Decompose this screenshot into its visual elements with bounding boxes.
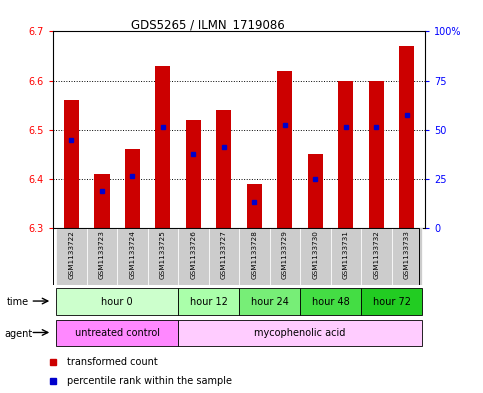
Bar [247,184,262,228]
Bar [148,228,178,285]
Text: GSM1133730: GSM1133730 [313,230,318,279]
Bar [330,228,361,285]
Bar [125,149,140,228]
Bar [56,320,178,346]
Bar [94,174,110,228]
Bar [308,154,323,228]
Bar [239,228,270,285]
Bar [178,228,209,285]
Text: time: time [7,297,29,307]
Bar [338,81,354,228]
Text: GSM1133723: GSM1133723 [99,230,105,279]
Text: GSM1133725: GSM1133725 [160,230,166,279]
Bar [209,228,239,285]
Bar [361,228,392,285]
Bar [300,288,361,315]
Text: hour 24: hour 24 [251,297,288,307]
Text: GSM1133729: GSM1133729 [282,230,288,279]
Text: percentile rank within the sample: percentile rank within the sample [67,376,232,386]
Text: agent: agent [5,329,33,339]
Bar [399,46,414,228]
Bar [64,100,79,228]
Text: untreated control: untreated control [75,328,160,338]
Bar [361,288,422,315]
Text: GDS5265 / ILMN_1719086: GDS5265 / ILMN_1719086 [131,18,284,31]
Bar [239,288,300,315]
Bar [155,66,170,228]
Text: mycophenolic acid: mycophenolic acid [255,328,346,338]
Bar [369,81,384,228]
Text: GSM1133722: GSM1133722 [69,230,74,279]
Text: GSM1133732: GSM1133732 [373,230,379,279]
Bar [300,228,330,285]
Bar [56,228,86,285]
Text: hour 12: hour 12 [190,297,227,307]
Text: GSM1133731: GSM1133731 [343,230,349,279]
Bar [270,228,300,285]
Text: transformed count: transformed count [67,357,157,367]
Text: GSM1133727: GSM1133727 [221,230,227,279]
Bar [277,71,292,228]
Text: GSM1133726: GSM1133726 [190,230,197,279]
Text: GSM1133733: GSM1133733 [404,230,410,279]
Text: hour 72: hour 72 [372,297,411,307]
Text: hour 48: hour 48 [312,297,349,307]
Bar [117,228,148,285]
Bar [186,120,201,228]
Bar [392,228,422,285]
Bar [178,320,422,346]
Bar [86,228,117,285]
Text: GSM1133724: GSM1133724 [129,230,135,279]
Text: hour 0: hour 0 [101,297,133,307]
Bar [216,110,231,228]
Bar [178,288,239,315]
Text: GSM1133728: GSM1133728 [251,230,257,279]
Bar [56,288,178,315]
